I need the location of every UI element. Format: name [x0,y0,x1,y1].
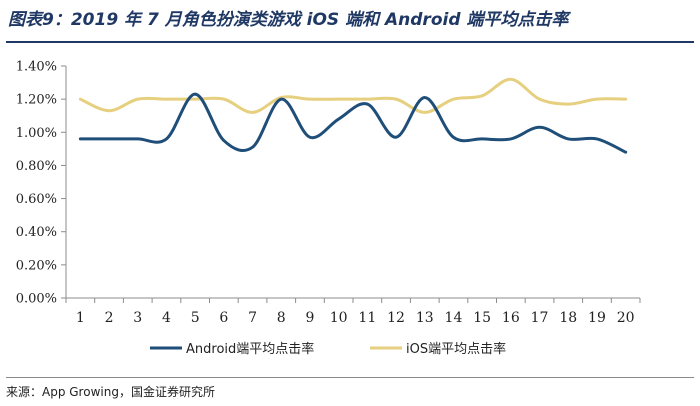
y-tick-label: 1.20% [16,93,57,108]
x-tick-label: 13 [416,310,434,326]
y-tick-label: 0.60% [16,192,57,207]
x-tick-label: 5 [191,310,200,326]
y-tick-label: 1.00% [16,126,57,141]
x-tick-label: 8 [277,310,286,326]
x-tick-label: 4 [162,310,171,326]
y-axis: 0.00% 0.20% 0.40% 0.60% 0.80% 1.00% 1.20% 1.40% [16,60,67,307]
legend-label: Android端平均点击率 [186,341,314,357]
y-tick-label: 0.40% [16,225,57,240]
series-line-ios [78,77,628,114]
series-lines [78,77,628,154]
x-tick-label: 19 [588,310,606,326]
x-tick-label: 3 [133,310,142,326]
y-tick-label: 1.40% [16,60,57,75]
x-tick-label: 1 [76,310,85,326]
legend: Android端平均点击率 iOS端平均点击率 [150,341,506,357]
x-tick-label: 10 [330,310,348,326]
x-tick-label: 17 [531,310,549,326]
page-title: 图表9：2019 年 7 月角色扮演类游戏 iOS 端和 Android 端平均… [8,10,569,30]
x-tick-label: 7 [248,310,257,326]
series-line-android [78,92,628,154]
line-chart: 0.00% 0.20% 0.40% 0.60% 0.80% 1.00% 1.20% 1.40%… [16,60,641,357]
y-tick-label: 0.80% [16,159,57,174]
title-divider [6,41,694,43]
x-tick-label: 12 [387,310,405,326]
x-tick-label: 9 [305,310,314,326]
source-divider [6,377,694,378]
x-tick-label: 2 [105,310,114,326]
x-tick-label: 14 [445,310,463,326]
x-axis: 1 2 3 4 5 6 7 8 9 10 11 12 13 14 15 16 17 18 19 20 [65,297,641,326]
x-tick-label: 16 [502,310,520,326]
legend-label: iOS端平均点击率 [406,341,506,357]
y-tick-label: 0.20% [16,258,57,273]
source-note: 来源：App Growing，国金证券研究所 [6,385,215,399]
x-tick-label: 6 [219,310,228,326]
x-tick-label: 15 [473,310,491,326]
x-tick-label: 11 [358,310,376,326]
x-tick-label: 18 [559,310,577,326]
y-tick-label: 0.00% [16,292,57,307]
x-tick-label: 20 [617,310,635,326]
